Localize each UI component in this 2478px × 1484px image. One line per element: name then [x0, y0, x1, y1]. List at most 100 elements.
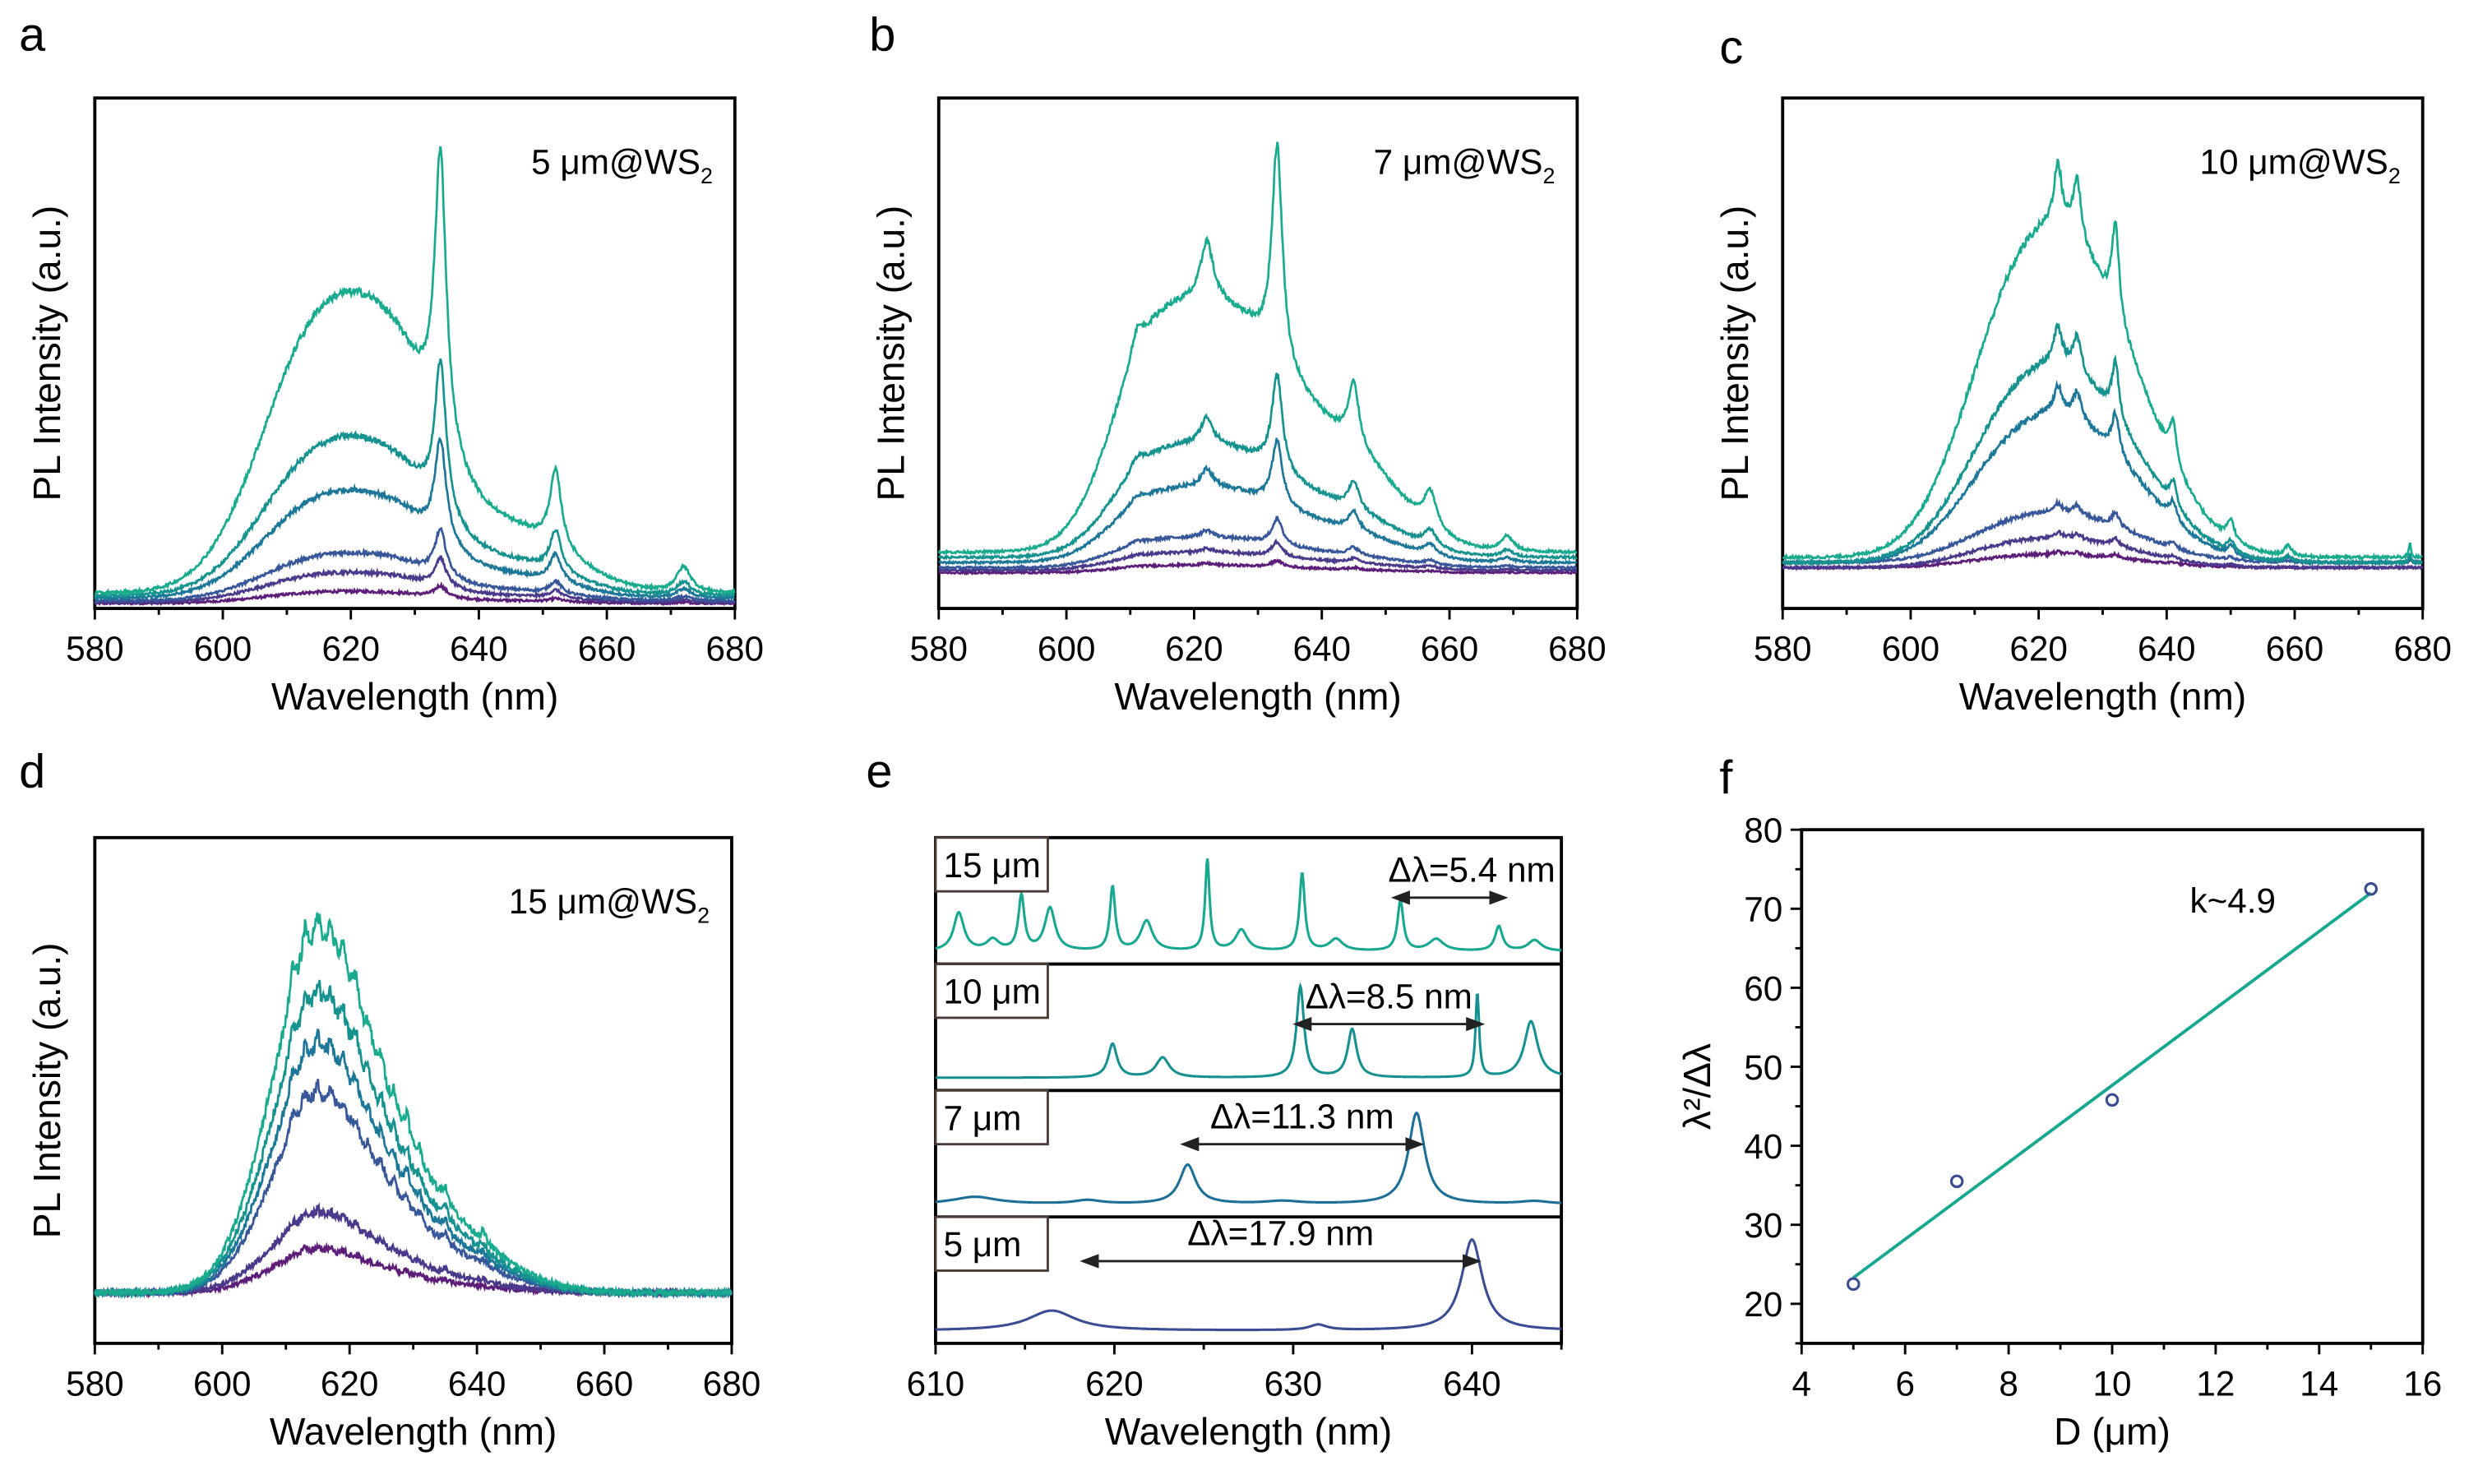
x-tick-label: 640 — [1443, 1364, 1501, 1403]
y-tick-label: 70 — [1744, 890, 1782, 929]
x-axis-title: Wavelength (nm) — [1105, 1410, 1392, 1453]
x-tick-label: 660 — [1421, 630, 1479, 668]
size-label-box — [934, 1215, 1049, 1272]
panel-label-d: d — [19, 745, 45, 797]
spectrum-line-b-4 — [938, 538, 1578, 574]
x-tick-label: 8 — [1999, 1364, 2018, 1403]
x-tick-label: 600 — [1882, 630, 1940, 668]
x-tick-label: 620 — [1085, 1364, 1144, 1403]
y-tick-label: 20 — [1744, 1285, 1782, 1324]
panel-label-b: b — [869, 9, 895, 62]
x-tick-label: 610 — [907, 1364, 965, 1403]
slope-annotation: k~4.9 — [2189, 881, 2276, 920]
linear-fit-line — [1852, 891, 2372, 1279]
panel-label-a: a — [19, 9, 46, 62]
spectrum-line-a-3 — [95, 526, 736, 604]
x-axis-title: Wavelength (nm) — [270, 1410, 557, 1453]
x-tick-label: 620 — [1165, 630, 1223, 668]
spectrum-line-b-2 — [938, 437, 1577, 566]
x-tick-label: 620 — [321, 1364, 379, 1403]
inset-label-main: 10 μm@WS — [2200, 142, 2388, 181]
x-tick-label: 16 — [2403, 1364, 2442, 1403]
inset-label: 15 μm@WS2 — [509, 882, 710, 928]
size-label-box — [934, 836, 1049, 893]
y-tick-label: 80 — [1744, 811, 1782, 850]
x-tick-label: 640 — [448, 1364, 506, 1403]
spacing-label: Δλ=11.3 nm — [1210, 1097, 1394, 1135]
x-tick-label: 680 — [706, 630, 765, 668]
data-point-2 — [2105, 1093, 2120, 1107]
spectrum-line-a-0 — [94, 146, 736, 598]
y-axis-title: PL Intensity (a.u.) — [25, 942, 68, 1238]
resonance-spectrum-1 — [935, 982, 1562, 1079]
inset-label-subscript: 2 — [1542, 164, 1555, 188]
x-axis-title: Wavelength (nm) — [271, 675, 558, 718]
y-axis-title: λ²/Δλ — [1676, 1043, 1718, 1130]
x-axis-title: D (μm) — [2054, 1410, 2171, 1453]
x-tick-label: 680 — [703, 1364, 761, 1403]
size-label: 15 μm — [944, 846, 1041, 885]
spectrum-line-c-2 — [1782, 379, 2423, 567]
x-tick-label: 6 — [1895, 1364, 1915, 1403]
spectrum-line-d-2 — [94, 1029, 733, 1300]
spectrum-line-a-1 — [94, 358, 736, 599]
size-label-box — [934, 1089, 1049, 1146]
spectrum-line-c-1 — [1782, 321, 2423, 567]
data-point-1 — [1949, 1174, 1964, 1189]
inset-label-main: 15 μm@WS — [509, 882, 697, 921]
x-tick-label: 660 — [578, 630, 636, 668]
size-label-box — [934, 963, 1049, 1019]
spectrum-line-c-0 — [1782, 159, 2423, 563]
spectrum-line-b-1 — [937, 372, 1578, 562]
resonance-spectrum-3 — [935, 1237, 1562, 1332]
spectrum-line-a-4 — [94, 555, 736, 606]
y-tick-label: 30 — [1744, 1206, 1782, 1245]
panel-label-f: f — [1719, 751, 1733, 804]
y-tick-label: 50 — [1744, 1048, 1782, 1087]
spectrum-line-b-0 — [937, 141, 1578, 557]
x-tick-label: 580 — [66, 630, 124, 668]
spectrum-line-c-4 — [1782, 529, 2423, 571]
x-tick-label: 680 — [2393, 630, 2452, 668]
spacing-label: Δλ=8.5 nm — [1306, 977, 1472, 1015]
y-tick-label: 40 — [1744, 1127, 1782, 1166]
x-tick-label: 580 — [910, 630, 969, 668]
x-tick-label: 12 — [2196, 1364, 2235, 1403]
x-tick-label: 640 — [1292, 630, 1351, 668]
inset-label: 10 μm@WS2 — [2200, 142, 2401, 188]
panel-label-e: e — [866, 745, 892, 797]
x-tick-label: 640 — [2138, 630, 2196, 668]
x-tick-label: 580 — [66, 1364, 124, 1403]
inset-label: 5 μm@WS2 — [531, 142, 713, 188]
x-tick-label: 660 — [2266, 630, 2324, 668]
x-tick-label: 10 — [2093, 1364, 2132, 1403]
x-tick-label: 620 — [321, 630, 380, 668]
size-label: 5 μm — [944, 1225, 1022, 1264]
x-tick-label: 600 — [194, 630, 252, 668]
panel-label-c: c — [1719, 21, 1743, 74]
x-tick-label: 630 — [1264, 1364, 1323, 1403]
spectrum-line-b-3 — [937, 515, 1577, 571]
x-tick-label: 14 — [2300, 1364, 2338, 1403]
inset-label-main: 7 μm@WS — [1374, 142, 1543, 181]
y-axis-title: PL Intensity (a.u.) — [869, 206, 912, 502]
resonance-spectrum-0 — [935, 858, 1562, 952]
spectrum-line-d-0 — [94, 912, 733, 1300]
spacing-label: Δλ=17.9 nm — [1187, 1214, 1374, 1253]
spectrum-line-a-2 — [94, 437, 736, 603]
x-tick-label: 640 — [450, 630, 508, 668]
data-point-3 — [2364, 881, 2379, 896]
y-axis-title: PL Intensity (a.u.) — [25, 206, 68, 502]
x-axis-title: Wavelength (nm) — [1959, 675, 2246, 718]
x-tick-label: 680 — [1548, 630, 1607, 668]
inset-label-main: 5 μm@WS — [531, 142, 700, 181]
inset-label-subscript: 2 — [700, 164, 713, 188]
resonance-spectrum-2 — [935, 1112, 1562, 1204]
x-tick-label: 600 — [1038, 630, 1096, 668]
x-tick-label: 4 — [1792, 1364, 1812, 1403]
inset-label-subscript: 2 — [697, 904, 710, 928]
inset-label-subscript: 2 — [2388, 164, 2401, 188]
y-axis-title: PL Intensity (a.u.) — [1713, 206, 1756, 502]
y-tick-label: 60 — [1744, 969, 1782, 1008]
